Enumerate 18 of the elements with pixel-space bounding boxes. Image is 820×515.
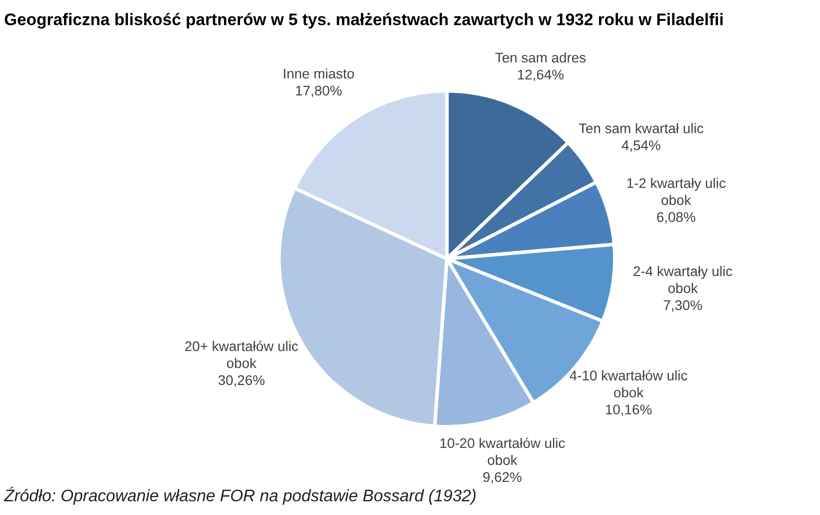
data-label: 6,08% (657, 212, 696, 224)
slice-label: Ten sam kwartał ulic (578, 123, 704, 134)
text: Źródło: Opracowanie własne FOR na podstawie Bossard (1932) (4, 486, 476, 505)
data-label: 9,62% (483, 472, 522, 484)
slice-label: Inne miasto (284, 68, 354, 79)
slice-label: 4-10 kwartałów ulic obok (570, 370, 688, 398)
data-label: 7,30% (664, 300, 702, 312)
data-label: 17,80% (296, 86, 342, 98)
slice-label: 10-20 kwartałów ulic obok (440, 438, 565, 466)
data-label: 10,16% (606, 404, 652, 416)
slice-label: 2-4 kwartały ulic obok (634, 266, 732, 294)
data-label: 30,26% (218, 375, 264, 387)
data-label: 4,54% (622, 140, 660, 152)
slice-label: 1-2 kwartały ulic obok (627, 178, 726, 206)
slice-label: 20+ kwartałów ulic obok (185, 340, 298, 368)
data-label: 12,64% (518, 70, 564, 82)
slice-label: Ten sam adres (495, 52, 586, 63)
chart-title: Geograficzna bliskość partnerów w 5 tys. małżeństwach zawartych w 1932 roku w Filadelfii (4, 12, 723, 29)
